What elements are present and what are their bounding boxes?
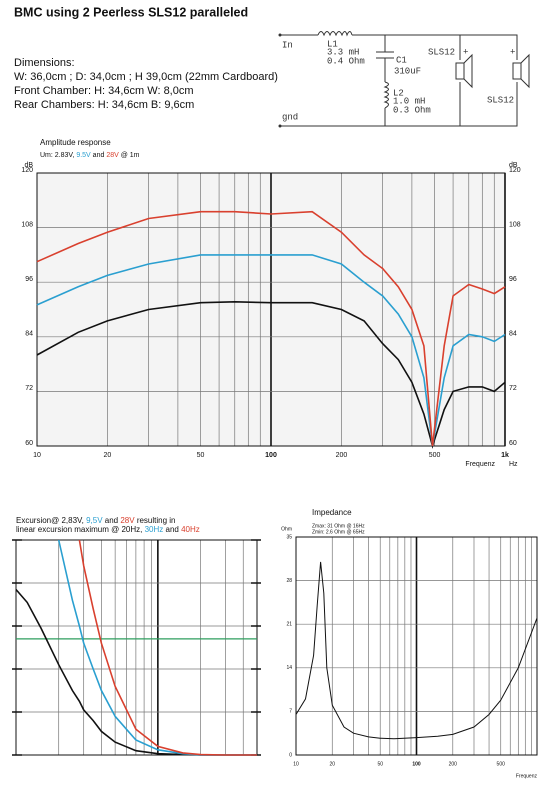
chart-title: Amplitude response <box>40 138 111 147</box>
chart-subtitle-part: 28V <box>106 152 119 159</box>
chart-subtitle: Um: 2.83V, 9.5V and 28V @ 1m <box>40 152 140 159</box>
x-tick-label: 100 <box>265 452 277 459</box>
x-tick-label: 50 <box>377 761 383 767</box>
component-name: L1 <box>327 39 338 49</box>
x-unit: Hz <box>509 461 518 468</box>
chart-title-part: Excursion@ 2,83V, <box>16 516 86 525</box>
terminal <box>278 124 282 128</box>
y-tick-label: 108 <box>21 221 33 228</box>
plot-frame <box>295 536 538 756</box>
speaker <box>512 62 522 80</box>
dimension-line: Rear Chambers: H: 34,6cm B: 9,6cm <box>14 99 194 111</box>
chart-title: linear excursion maximum @ 20Hz, 30Hz an… <box>16 525 200 534</box>
chart-title: Excursion@ 2,83V, 9,5V and 28V resulting… <box>16 516 176 525</box>
series-line <box>36 254 506 447</box>
x-tick-label: 100 <box>412 761 421 767</box>
inductor-l1 <box>317 31 353 37</box>
speaker <box>463 53 473 89</box>
y-tick-label: 7 <box>289 709 292 715</box>
y-tick-label: 72 <box>25 385 33 392</box>
y-tick-label: 21 <box>286 622 292 628</box>
plot-area <box>16 540 257 755</box>
y-unit: dB <box>24 162 33 169</box>
wires <box>280 34 518 127</box>
series-line <box>78 539 257 756</box>
chart-title-part: and <box>103 516 121 525</box>
inductor-l2 <box>383 81 389 109</box>
chart-subtitle-part: Um: 2.83V, <box>40 152 76 159</box>
plot-frame <box>36 172 506 447</box>
y-tick-label: 108 <box>509 221 521 228</box>
component-value: 0.4 Ohm <box>327 56 365 66</box>
y-tick-label: 60 <box>25 440 33 447</box>
chart-note: Zmax: 31 Ohm @ 16Hz <box>312 523 365 529</box>
x-tick-label: 20 <box>329 761 335 767</box>
chart-title-part: and <box>163 525 181 534</box>
terminal <box>278 33 282 37</box>
ground-label: gnd <box>282 112 298 122</box>
speaker-label: SLS12 <box>487 95 514 105</box>
chart-title: Impedance <box>312 508 352 517</box>
y-tick-label: 84 <box>25 331 33 338</box>
chart-title-part: resulting in <box>135 516 176 525</box>
x-tick-label: 50 <box>197 452 205 459</box>
speaker-label: SLS12 <box>428 47 455 57</box>
x-tick-label: 500 <box>497 761 506 767</box>
x-tick-label: 200 <box>449 761 458 767</box>
x-tick-label: 1k <box>501 452 509 459</box>
chart-title-part: 28V <box>120 516 135 525</box>
polarity: + <box>463 47 468 57</box>
series-line <box>36 300 506 449</box>
polarity: + <box>510 47 515 57</box>
x-tick-label: 500 <box>429 452 441 459</box>
x-label: Frequenz <box>516 773 538 779</box>
component-name: L2 <box>393 88 404 98</box>
chart-subtitle-part: and <box>91 152 107 159</box>
page-title: BMC using 2 Peerless SLS12 paralleled <box>14 5 248 19</box>
y-tick-label: 35 <box>286 534 292 540</box>
y-tick-label: 60 <box>509 440 517 447</box>
component-name: C1 <box>396 55 407 65</box>
y-tick-label: 120 <box>21 167 33 174</box>
speaker <box>520 53 530 89</box>
schematic: In gnd L1 3.3 mH 0.4 Ohm C1 310uF L2 1.0… <box>278 31 530 128</box>
chart-note: Zmin: 2.6 Ohm @ 65Hz <box>312 529 365 535</box>
y-tick-label: 84 <box>509 331 517 338</box>
chart-title-part: linear excursion maximum @ 20Hz, <box>16 525 145 534</box>
x-tick-label: 10 <box>33 452 41 459</box>
y-tick-label: 72 <box>509 385 517 392</box>
speaker <box>455 62 465 80</box>
chart-title-part: 30Hz <box>145 525 164 534</box>
x-label: Frequenz <box>465 461 495 468</box>
chart-title-part: 40Hz <box>181 525 200 534</box>
chart-title-part: 9,5V <box>86 516 103 525</box>
dimension-line: W: 36,0cm ; D: 34,0cm ; H 39,0cm (22mm C… <box>14 71 278 83</box>
input-label: In <box>282 40 293 50</box>
chart-subtitle-part: 9.5V <box>76 152 91 159</box>
plot-frame <box>15 539 258 756</box>
series-line <box>36 210 506 447</box>
y-tick-label: 14 <box>286 665 292 671</box>
dimension-line: Dimensions: <box>14 57 75 69</box>
capacitor <box>376 51 394 59</box>
chart-subtitle-part: @ 1m <box>119 152 140 159</box>
dimension-line: Front Chamber: H: 34,6cm W: 8,0cm <box>14 85 194 97</box>
component-value: 0.3 Ohm <box>393 105 431 115</box>
series-line <box>295 561 538 740</box>
component-value: 310uF <box>394 66 421 76</box>
y-tick-label: 120 <box>509 167 521 174</box>
x-tick-label: 10 <box>293 761 299 767</box>
component-value: 3.3 mH <box>327 47 359 57</box>
y-tick-label: 96 <box>509 276 517 283</box>
y-tick-label: 28 <box>286 578 292 584</box>
y-tick-label: 0 <box>289 752 292 758</box>
component-value: 1.0 mH <box>393 96 425 106</box>
x-tick-label: 20 <box>104 452 112 459</box>
y-unit: dB <box>509 162 518 169</box>
y-unit: Ohm <box>281 526 292 532</box>
x-tick-label: 200 <box>336 452 348 459</box>
y-tick-label: 96 <box>25 276 33 283</box>
